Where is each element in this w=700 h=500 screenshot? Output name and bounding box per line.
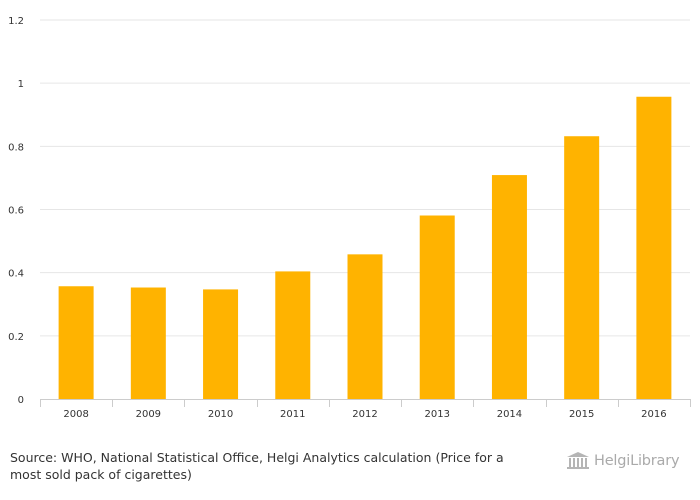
x-axis xyxy=(40,399,691,407)
library-building-icon xyxy=(567,452,589,469)
x-tick-label: 2016 xyxy=(641,409,666,420)
bar-2012 xyxy=(347,254,383,399)
y-axis-tick-labels: 0 0.2 0.4 0.6 0.8 1 1.2 xyxy=(8,16,24,406)
x-tick-label: 2010 xyxy=(208,409,233,420)
y-tick-label: 0 xyxy=(18,395,24,406)
bar-2009 xyxy=(130,287,166,399)
x-tick-label: 2015 xyxy=(569,409,594,420)
y-tick-label: 1 xyxy=(18,79,24,90)
x-tick-label: 2014 xyxy=(497,409,522,420)
x-tick-label: 2013 xyxy=(424,409,449,420)
y-tick-label: 1.2 xyxy=(8,16,24,27)
bar-chart: 00.20.40.60.811.2 2008 2009 2010 2011 2012 20… xyxy=(8,16,691,420)
bar-2015 xyxy=(564,136,600,399)
y-tick-label: 0.6 xyxy=(8,206,24,217)
y-tick-label: 0.4 xyxy=(8,269,24,280)
helgilibrary-logo: HelgiLibrary xyxy=(566,451,680,471)
y-tick-label: 0.2 xyxy=(8,332,24,343)
source-label: Source: xyxy=(10,450,58,465)
source-text: WHO, National Statistical Office, Helgi … xyxy=(10,450,504,482)
x-tick-label: 2008 xyxy=(63,409,88,420)
x-axis-tick-labels: 2008 2009 2010 2011 2012 2013 2014 2015 2016 xyxy=(63,409,666,420)
x-tick-label: 2012 xyxy=(352,409,377,420)
bars xyxy=(58,96,672,399)
bar-2014 xyxy=(491,175,527,399)
x-tick-label: 2011 xyxy=(280,409,305,420)
y-tick-label: 0.8 xyxy=(8,142,24,153)
source-note: Source: WHO, National Statistical Office… xyxy=(10,449,530,483)
logo-text: HelgiLibrary xyxy=(594,453,680,469)
bar-2010 xyxy=(203,289,239,399)
bar-2016 xyxy=(636,96,672,399)
bar-2008 xyxy=(58,286,94,399)
x-tick-label: 2009 xyxy=(136,409,161,420)
bar-2013 xyxy=(419,215,455,399)
bar-2011 xyxy=(275,271,311,399)
